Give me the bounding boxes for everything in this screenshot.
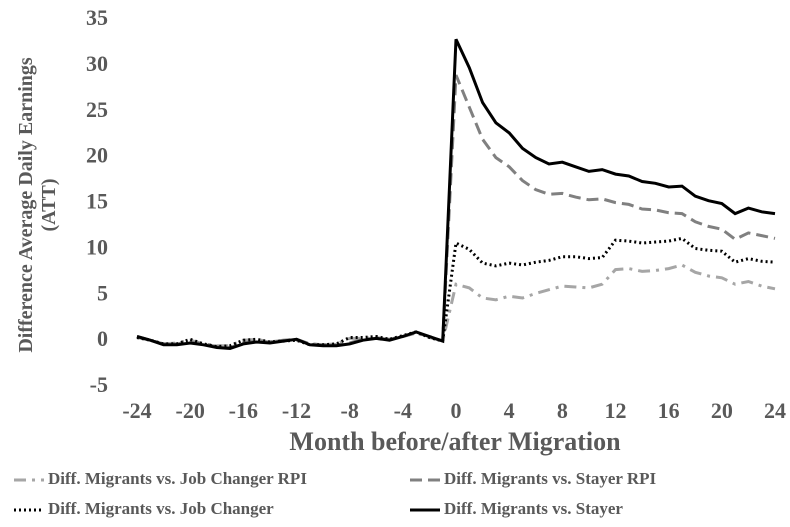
x-tick-label: 20 xyxy=(711,398,733,423)
series-line xyxy=(136,38,776,351)
y-tick-label: -5 xyxy=(90,372,108,397)
y-tick-label: 0 xyxy=(97,326,108,351)
legend-label: Diff. Migrants vs. Job Changer RPI xyxy=(48,469,307,488)
y-tick-label: 20 xyxy=(86,143,108,168)
legend-label: Diff. Migrants vs. Stayer RPI xyxy=(444,469,657,488)
x-tick-label: -16 xyxy=(229,398,258,423)
legend-label: Diff. Migrants vs. Stayer xyxy=(444,499,623,518)
x-axis-title: Month before/after Migration xyxy=(289,427,621,456)
x-tick-label: 0 xyxy=(451,398,462,423)
x-tick-label: 12 xyxy=(605,398,627,423)
x-tick-label: 16 xyxy=(658,398,680,423)
x-tick-label: -4 xyxy=(394,398,412,423)
y-tick-label: 15 xyxy=(86,189,108,214)
y-tick-label: 25 xyxy=(86,97,108,122)
x-tick-label: -12 xyxy=(282,398,311,423)
x-tick-label: -20 xyxy=(176,398,205,423)
series-line xyxy=(136,236,776,349)
y-tick-label: 10 xyxy=(86,234,108,259)
series-line xyxy=(136,263,776,348)
y-tick-label: 35 xyxy=(86,5,108,30)
y-tick-label: 30 xyxy=(86,51,108,76)
legend-label: Diff. Migrants vs. Job Changer xyxy=(48,499,274,518)
y-axis-title: Difference Average Daily Earnings (ATT) xyxy=(15,57,60,353)
x-tick-label: -8 xyxy=(341,398,359,423)
y-tick-label: 5 xyxy=(97,280,108,305)
x-tick-label: 4 xyxy=(504,398,515,423)
series-line xyxy=(136,74,776,350)
x-tick-label: -24 xyxy=(122,398,151,423)
x-tick-label: 24 xyxy=(764,398,786,423)
x-tick-label: 8 xyxy=(557,398,568,423)
